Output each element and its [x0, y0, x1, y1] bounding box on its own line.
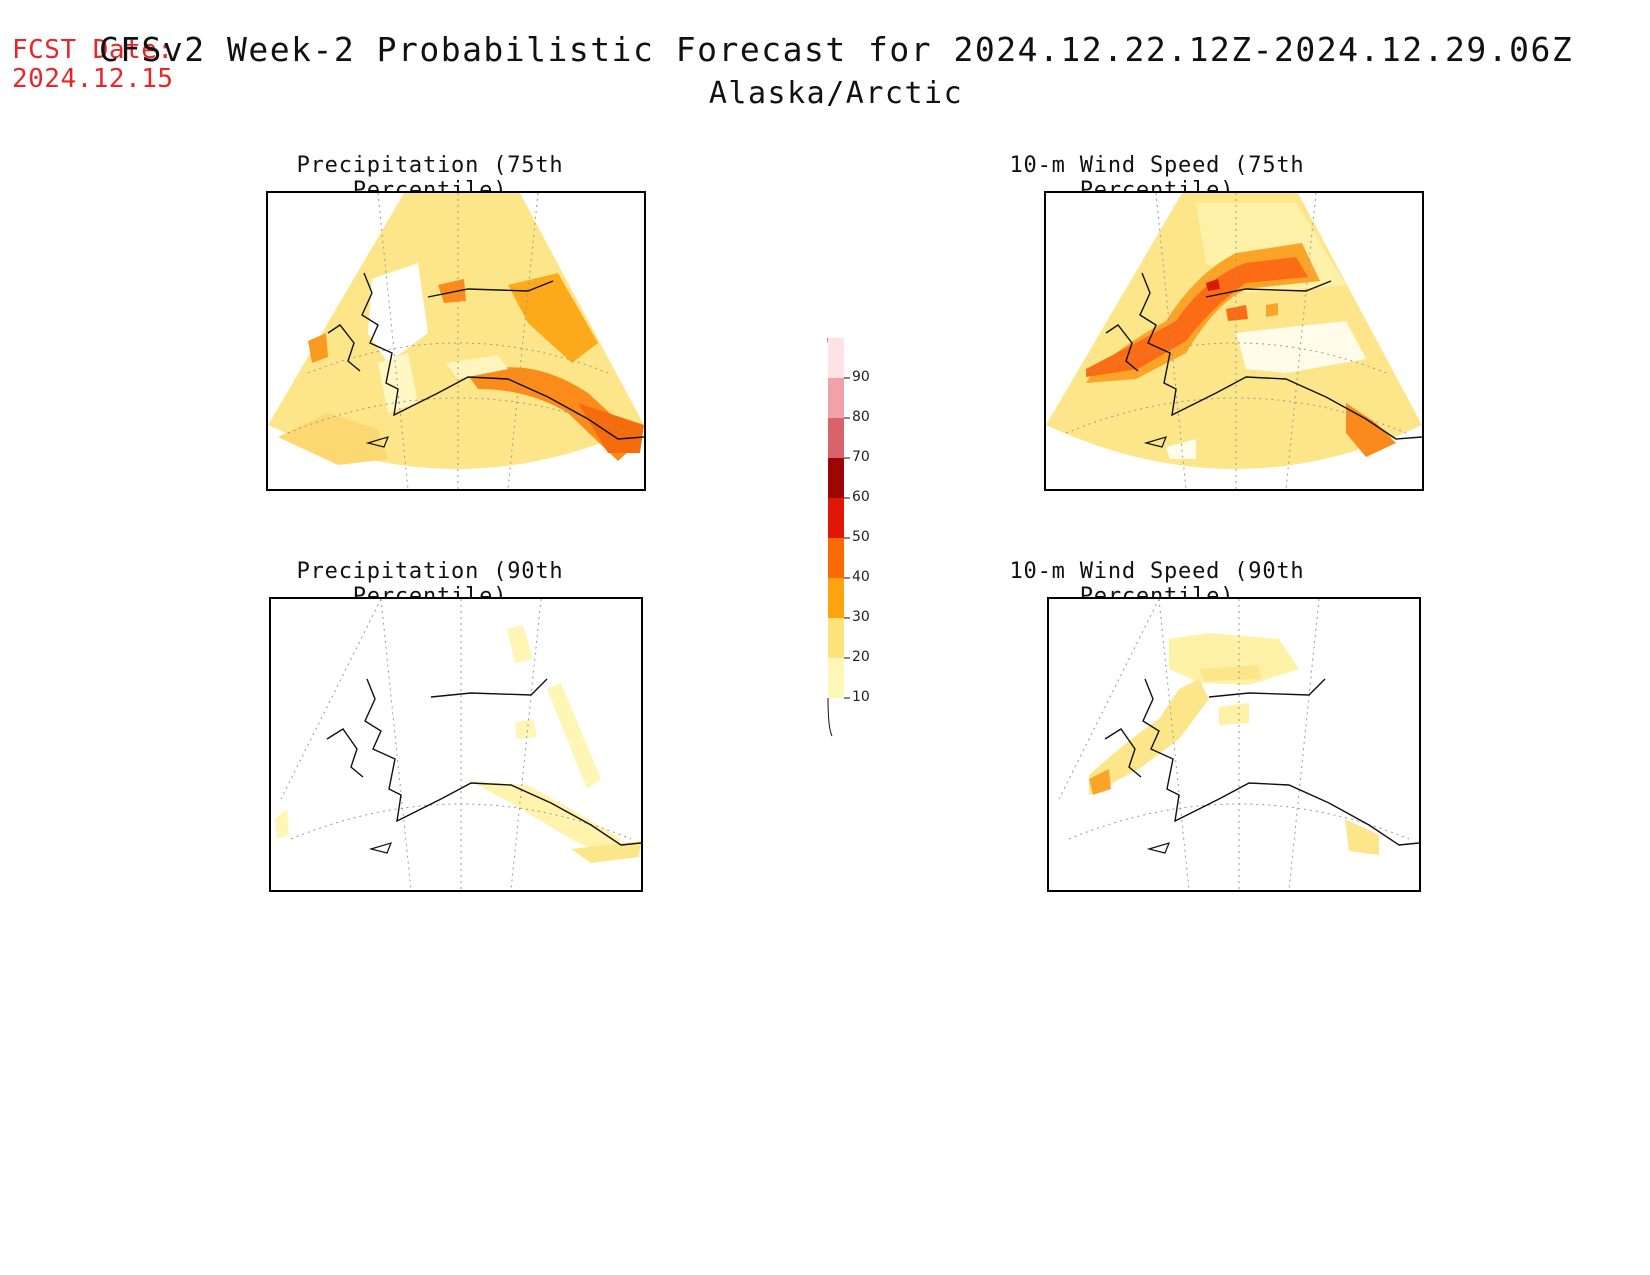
colorbar-swatch [828, 578, 844, 618]
colorbar-tick-label: 70 [852, 449, 870, 465]
colorbar-tick-label: 60 [852, 489, 870, 505]
map-precip-75 [266, 191, 646, 491]
colorbar-swatch [828, 658, 844, 698]
colorbar-swatch [828, 418, 844, 458]
colorbar-tick-label: 90 [852, 369, 870, 385]
colorbar-swatch [828, 498, 844, 538]
forecast-date: FCST Date: 2024.12.15 [12, 36, 174, 94]
colorbar-tick-label: 40 [852, 569, 870, 585]
forecast-date-value: 2024.12.15 [12, 64, 174, 94]
colorbar-swatch [828, 338, 844, 378]
colorbar-tick-label: 50 [852, 529, 870, 545]
map-precip-75-svg [268, 193, 644, 489]
colorbar-swatch [828, 618, 844, 658]
map-precip-90-svg [275, 599, 641, 890]
page-title: CFSv2 Week-2 Probabilistic Forecast for … [98, 30, 1574, 69]
map-wind-90 [1047, 597, 1421, 892]
colorbar-tick-label: 20 [852, 649, 870, 665]
colorbar-bottom-tip [827, 697, 833, 737]
colorbar-tick-label: 80 [852, 409, 870, 425]
colorbar-tick-label: 10 [852, 689, 870, 705]
region-subtitle: Alaska/Arctic [708, 76, 964, 111]
map-wind-75-svg [1046, 193, 1422, 489]
colorbar-tick-label: 30 [852, 609, 870, 625]
forecast-date-label: FCST Date: [12, 35, 174, 65]
colorbar-svg [827, 337, 850, 737]
colorbar-swatch [828, 458, 844, 498]
panel-title-wind-75: 10-m Wind Speed (75th Percentile) [1009, 153, 1305, 203]
colorbar-swatch [828, 538, 844, 578]
map-wind-90-svg [1058, 599, 1419, 890]
map-precip-90 [269, 597, 643, 892]
colorbar-swatch [828, 378, 844, 418]
colorbar [820, 337, 890, 742]
map-wind-75 [1044, 191, 1424, 491]
